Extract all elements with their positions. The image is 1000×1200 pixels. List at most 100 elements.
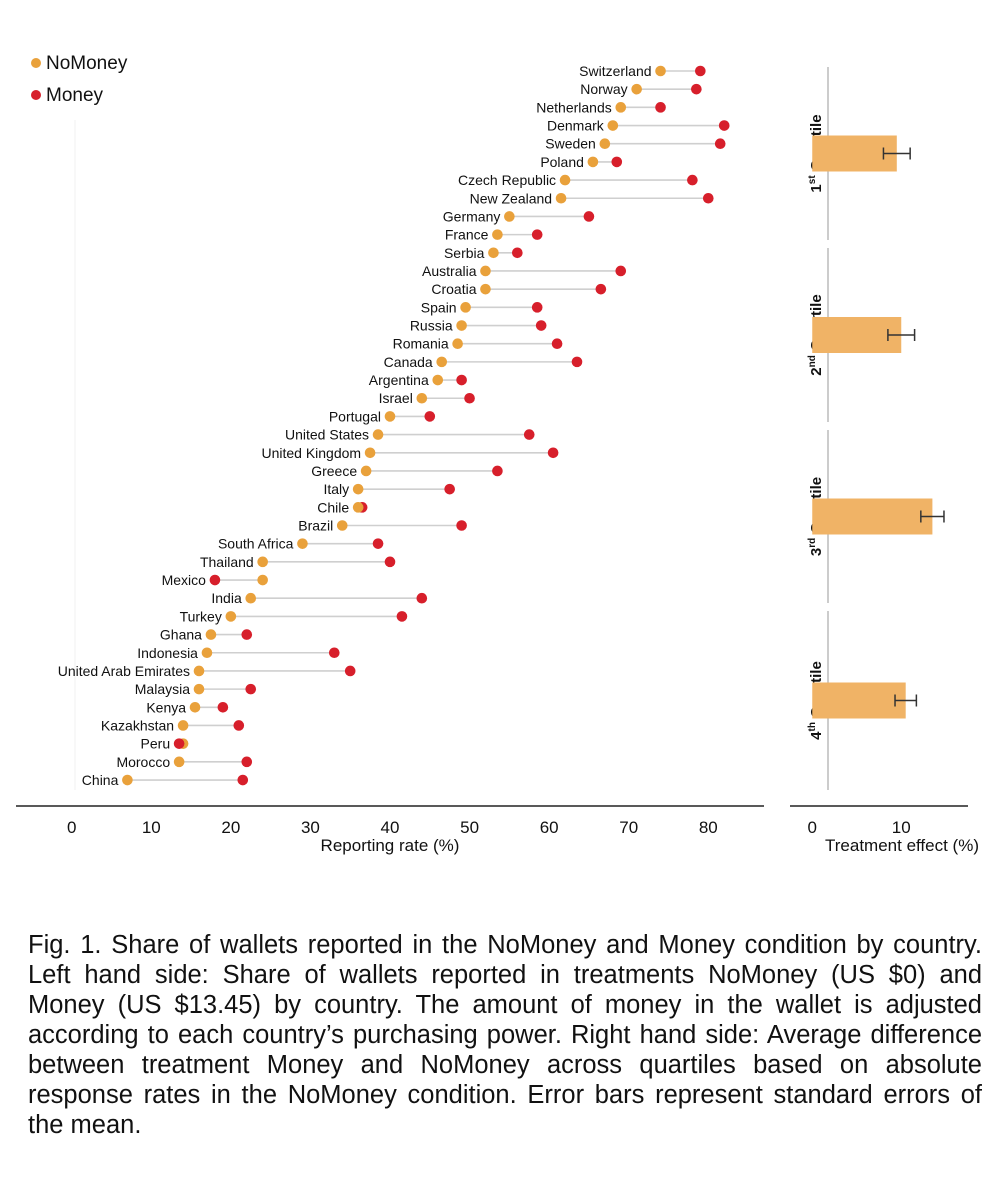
money-point (416, 592, 428, 604)
country-row: Poland (540, 154, 623, 170)
country-label: United Kingdom (261, 445, 361, 461)
nomoney-point (352, 502, 364, 513)
money-point (702, 192, 714, 204)
money-point (551, 338, 563, 350)
country-label: Turkey (180, 608, 222, 624)
country-label: Switzerland (579, 63, 651, 79)
country-row: Sweden (545, 136, 726, 152)
quartile-panel: 4th Quartile (807, 611, 918, 790)
legend-nomoney-marker (31, 58, 41, 68)
x-tick-label: 0 (67, 818, 76, 837)
country-row: Australia (422, 263, 627, 279)
country-row: South Africa (218, 536, 384, 552)
nomoney-point (456, 320, 467, 331)
nomoney-point (631, 83, 642, 95)
nomoney-point (364, 447, 376, 459)
nomoney-point (504, 211, 515, 222)
figure-1: NoMoney Money 0 10 20 30 40 50 60 70 80Reporting… (16, 53, 979, 855)
money-point (217, 702, 229, 713)
country-label: Croatia (431, 281, 476, 297)
country-row: United States (285, 427, 535, 443)
country-row: New Zealand (470, 190, 714, 206)
country-row: Brazil (298, 518, 467, 534)
country-row: Switzerland (579, 63, 706, 79)
nomoney-point (193, 665, 205, 677)
x-tick-label: 50 (460, 818, 479, 837)
nomoney-point (488, 247, 499, 259)
country-row: Germany (443, 208, 595, 224)
country-row: Chile (317, 499, 368, 515)
treatment-effect-bar (812, 498, 933, 535)
nomoney-point (555, 192, 567, 204)
money-point (611, 156, 623, 168)
x-tick-label: 20 (221, 818, 240, 837)
country-label: Chile (317, 499, 349, 515)
country-label: Kazakhstan (101, 717, 174, 733)
country-row: Thailand (200, 554, 396, 570)
money-point (245, 683, 257, 695)
money-point (492, 465, 503, 477)
money-point (583, 211, 595, 222)
country-row: Argentina (369, 372, 467, 388)
money-point (241, 629, 253, 640)
country-row: United Arab Emirates (58, 663, 356, 679)
country-label: Brazil (298, 518, 333, 534)
legend-money-marker (31, 90, 41, 100)
quartile-ordinal-suffix: rd (807, 538, 818, 548)
country-row: Indonesia (137, 645, 340, 661)
nomoney-point (225, 611, 237, 622)
country-row: India (211, 590, 428, 606)
country-row: Israel (379, 390, 475, 406)
money-point (595, 283, 607, 295)
bar-x-tick-label: 10 (892, 818, 911, 837)
caption-title: Fig. 1. Share of wallets reported in the… (28, 931, 982, 959)
dumbbell-chart: 0 10 20 30 40 50 60 70 80 Reporting rate (%) Switz… (16, 63, 764, 855)
country-row: Mexico (162, 572, 268, 588)
country-row: Italy (323, 481, 455, 497)
money-point (241, 756, 253, 768)
country-row: Canada (384, 354, 583, 370)
quartile-panel: 2nd Quartile (807, 248, 916, 422)
country-label: New Zealand (470, 190, 553, 206)
country-label: Ghana (160, 627, 202, 643)
country-row: United Kingdom (261, 445, 559, 461)
country-label: Poland (540, 154, 584, 170)
nomoney-point (460, 302, 471, 313)
country-row: Spain (421, 299, 543, 315)
money-point (718, 120, 730, 131)
quartile-ordinal: 1 (808, 184, 825, 192)
money-point (687, 174, 698, 186)
country-row: Serbia (444, 245, 523, 261)
quartile-ordinal-suffix: nd (807, 355, 818, 367)
money-point (328, 647, 340, 659)
country-label: Germany (443, 208, 501, 224)
quartile-ordinal: 2 (808, 367, 825, 375)
country-label: Russia (410, 318, 453, 334)
nomoney-point (559, 174, 571, 186)
nomoney-point (615, 102, 627, 113)
country-row: China (82, 772, 249, 788)
money-point (615, 265, 627, 277)
nomoney-point (655, 65, 666, 77)
country-label: Netherlands (536, 99, 612, 115)
country-row: Malaysia (135, 681, 257, 697)
bar-x-axis-title: Treatment effect (%) (825, 836, 979, 855)
x-tick-label: 70 (619, 818, 638, 837)
country-row: Portugal (329, 408, 436, 424)
x-tick-label: 10 (142, 818, 161, 837)
nomoney-point (599, 138, 611, 150)
nomoney-point (177, 720, 189, 731)
money-point (209, 574, 221, 586)
x-axis-title: Reporting rate (%) (321, 836, 460, 855)
money-point (547, 447, 559, 459)
country-label: United States (285, 427, 369, 443)
nomoney-point (193, 683, 205, 695)
country-label: Norway (580, 81, 627, 97)
country-label: Kenya (146, 699, 186, 715)
country-label: Malaysia (135, 681, 190, 697)
money-point (464, 392, 475, 404)
nomoney-point (436, 356, 448, 368)
x-tick-label: 40 (381, 818, 400, 837)
quartile-panel: 3rd Quartile (807, 430, 945, 603)
figure-caption: Fig. 1. Share of wallets reported in the… (28, 930, 982, 1140)
